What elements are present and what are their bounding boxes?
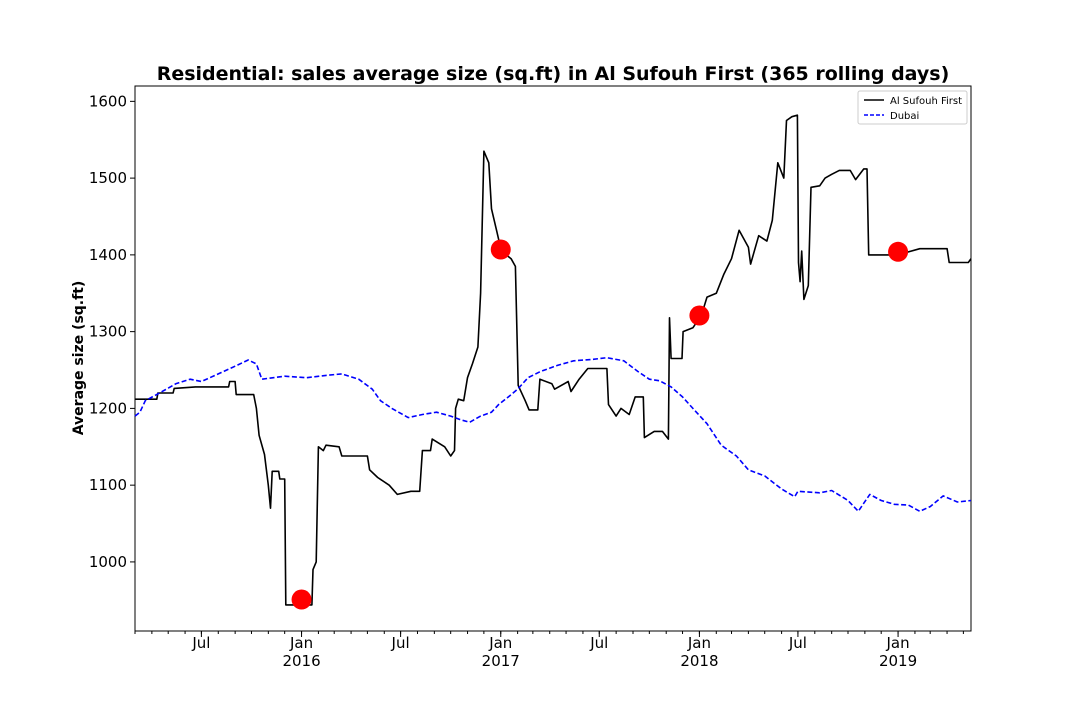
x-tick-label: Jul (191, 634, 210, 652)
legend-label-al-sufouh: Al Sufouh First (890, 96, 962, 107)
x-tick-label: Jan (488, 634, 512, 652)
y-tick-label: 1000 (89, 553, 127, 571)
series-line-dubai (134, 356, 972, 513)
legend-label-dubai: Dubai (890, 111, 919, 122)
x-tick-year-label: 2017 (482, 652, 520, 670)
y-tick-label: 1300 (89, 323, 127, 341)
x-tick-label: Jan (289, 634, 313, 652)
y-axis: 1000 1100 1200 1300 1400 1500 1600 (89, 92, 135, 571)
y-tick-label: 1100 (89, 476, 127, 494)
x-tick-label: Jan (687, 634, 711, 652)
highlight-marker (888, 241, 909, 262)
x-tick-year-label: 2019 (879, 652, 917, 670)
chart-title: Residential: sales average size (sq.ft) … (157, 63, 950, 85)
y-axis-label: Average size (sq.ft) (71, 281, 87, 436)
plot-frame (134, 85, 972, 632)
x-tick-label: Jul (788, 634, 807, 652)
marker-layer (291, 239, 909, 610)
x-tick-year-label: 2016 (282, 652, 320, 670)
series-layer (134, 114, 972, 606)
y-tick-label: 1200 (89, 399, 127, 417)
legend: Al Sufouh First Dubai (857, 90, 968, 125)
x-tick-label: Jul (589, 634, 608, 652)
legend-box (857, 90, 968, 125)
highlight-marker (689, 305, 710, 326)
y-tick-label: 1400 (89, 246, 127, 264)
x-tick-label: Jan (886, 634, 910, 652)
highlight-marker (291, 589, 312, 610)
series-line-al-sufouh-first (135, 114, 972, 606)
y-tick-label: 1600 (89, 92, 127, 110)
x-tick-year-label: 2018 (680, 652, 718, 670)
y-tick-label: 1500 (89, 169, 127, 187)
x-tick-label: Jul (391, 634, 410, 652)
highlight-marker (490, 239, 511, 260)
